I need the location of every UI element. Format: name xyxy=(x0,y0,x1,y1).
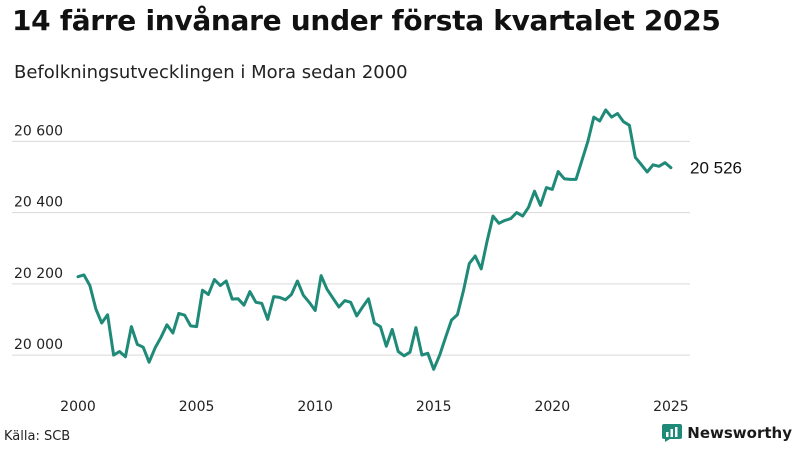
newsworthy-logo-icon xyxy=(662,424,683,442)
source-note: Källa: SCB xyxy=(4,429,71,444)
end-value-label: 20 526 xyxy=(690,159,742,178)
x-tick-label: 2010 xyxy=(297,399,333,415)
x-tick-label: 2020 xyxy=(534,399,570,415)
x-tick-label: 2025 xyxy=(653,399,689,415)
brand-logo: Newsworthy xyxy=(662,424,792,442)
brand-name: Newsworthy xyxy=(687,424,792,442)
series-line xyxy=(76,108,673,371)
x-tick-label: 2015 xyxy=(416,399,452,415)
y-tick-label: 20 000 xyxy=(14,337,63,353)
chart-subtitle: Befolkningsutvecklingen i Mora sedan 200… xyxy=(14,62,408,83)
y-tick-label: 20 400 xyxy=(14,195,63,211)
x-tick-label: 2000 xyxy=(60,399,96,415)
x-tick-label: 2005 xyxy=(179,399,215,415)
y-tick-label: 20 600 xyxy=(14,123,63,139)
y-tick-label: 20 200 xyxy=(14,266,63,282)
chart-title: 14 färre invånare under första kvartalet… xyxy=(12,4,721,37)
